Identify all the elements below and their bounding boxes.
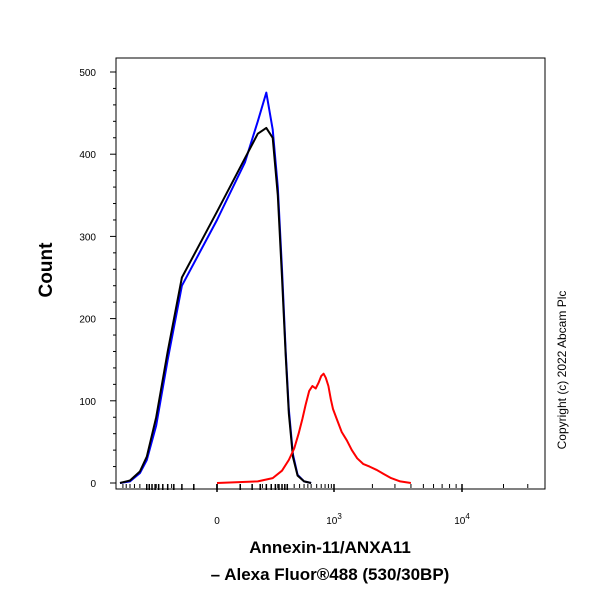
y-tick-label: 100 [79, 397, 96, 408]
y-tick-label: 0 [90, 479, 96, 490]
x-axis: 0 103 104 [122, 484, 546, 527]
x-tick-label: 103 [326, 512, 342, 527]
copyright-text: Copyright (c) 2022 Abcam Plc [555, 291, 569, 450]
x-tick-label: 104 [454, 512, 470, 527]
x-axis-title-line2: – Alexa Fluor®488 (530/30BP) [210, 565, 450, 584]
y-tick-label: 200 [79, 315, 96, 326]
x-axis-title-line1: Annexin-11/ANXA11 [249, 538, 411, 557]
histogram-series-2 [119, 126, 312, 484]
series-layer [119, 91, 412, 484]
y-tick-label: 500 [79, 68, 96, 79]
y-axis-title: Count [36, 242, 57, 298]
plot-frame [115, 57, 546, 490]
x-tick-label: 0 [214, 516, 220, 527]
y-tick-label: 400 [79, 150, 96, 161]
y-axis: 0 100 200 300 400 500 [79, 68, 116, 490]
y-tick-label: 300 [79, 232, 96, 243]
histogram-series-3 [216, 372, 412, 484]
